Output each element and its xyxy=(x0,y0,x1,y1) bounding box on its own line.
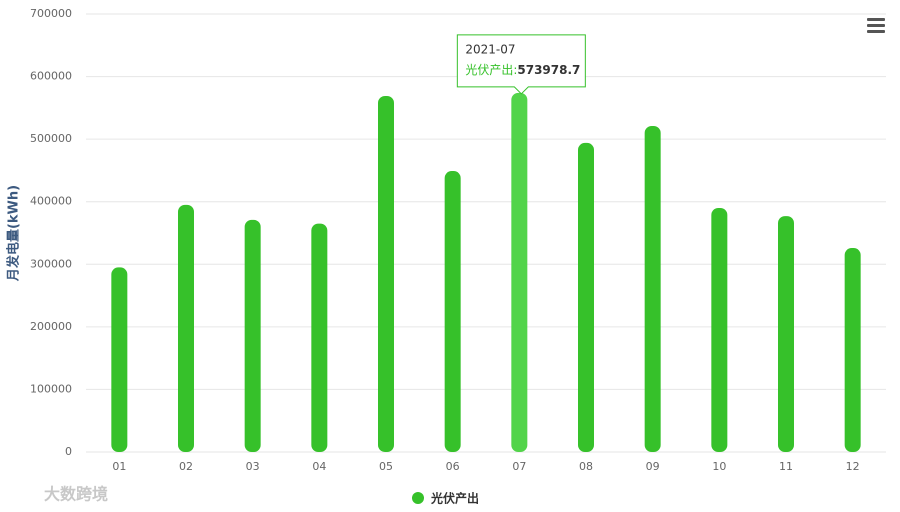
tooltip-title: 2021-07 xyxy=(465,42,515,56)
x-tick-label: 01 xyxy=(112,460,126,473)
bar xyxy=(244,219,261,452)
y-tick-label: 500000 xyxy=(30,132,72,145)
tooltip-box xyxy=(456,34,586,95)
y-tick-label: 300000 xyxy=(30,257,72,270)
bar xyxy=(844,248,861,452)
x-tick-label: 11 xyxy=(779,460,793,473)
x-tick-label: 05 xyxy=(379,460,393,473)
bar xyxy=(111,267,128,452)
x-tick-label: 02 xyxy=(179,460,193,473)
menu-button[interactable] xyxy=(867,18,885,33)
tooltip-label: 光伏产出: xyxy=(465,62,517,76)
x-tick-label: 07 xyxy=(512,460,526,473)
y-tick-label: 600000 xyxy=(30,70,72,83)
bar xyxy=(778,216,794,452)
menu-bar xyxy=(867,24,885,27)
legend-marker xyxy=(412,492,424,504)
y-tick-label: 200000 xyxy=(30,320,72,333)
bar xyxy=(378,95,394,453)
bar xyxy=(644,126,661,452)
tooltip-value: 573978.7 xyxy=(517,62,580,76)
x-tick-label: 08 xyxy=(579,460,593,473)
menu-bar xyxy=(867,18,885,21)
x-tick-label: 03 xyxy=(246,460,260,473)
bar xyxy=(511,92,528,452)
tooltip: 2021-07 光伏产出:573978.7 xyxy=(456,34,586,95)
bar xyxy=(444,171,461,452)
y-tick-label: 0 xyxy=(65,445,72,458)
bar xyxy=(311,223,328,452)
legend-label: 光伏产出 xyxy=(430,491,479,506)
y-axis-title: 月发电量(kWh) xyxy=(6,185,22,282)
x-tick-label: 10 xyxy=(712,460,726,473)
bar xyxy=(578,142,594,452)
tooltip-line: 光伏产出:573978.7 xyxy=(465,62,580,76)
y-tick-label: 700000 xyxy=(30,7,72,20)
bar xyxy=(711,207,728,452)
x-tick-label: 09 xyxy=(646,460,660,473)
menu-bar xyxy=(867,30,885,33)
x-tick-label: 12 xyxy=(846,460,860,473)
x-tick-label: 06 xyxy=(446,460,460,473)
watermark: 大数跨境 xyxy=(44,485,108,504)
x-tick-label: 04 xyxy=(312,460,326,473)
y-tick-label: 100000 xyxy=(30,382,72,395)
y-tick-label: 400000 xyxy=(30,195,72,208)
bar xyxy=(178,204,194,452)
